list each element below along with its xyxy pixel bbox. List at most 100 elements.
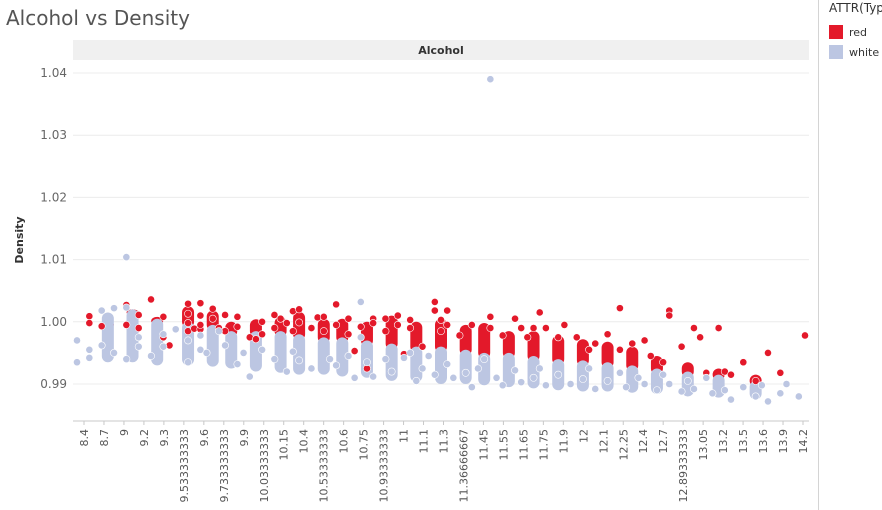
- white-point: [344, 352, 353, 360]
- red-point: [85, 312, 94, 321]
- x-tick-label: 11.9: [557, 429, 570, 454]
- red-point: [406, 324, 415, 332]
- x-tick-label: 9.6: [198, 429, 211, 447]
- red-point: [252, 335, 260, 344]
- white-point: [640, 380, 649, 388]
- red-point: [295, 305, 304, 314]
- x-tick-label: 10.03333333: [258, 429, 271, 502]
- white-point: [690, 385, 698, 393]
- red-point: [696, 333, 705, 342]
- red-point: [332, 300, 341, 309]
- red-point: [486, 324, 495, 332]
- x-tick-label: 9.733333333: [218, 429, 231, 502]
- white-point: [122, 303, 131, 312]
- white-point: [171, 325, 180, 334]
- red-point: [529, 324, 538, 332]
- x-tick-label: 12: [577, 429, 590, 443]
- x-tick-label: 12.4: [637, 429, 650, 454]
- y-tick-label: 1.02: [40, 190, 67, 204]
- white-point: [653, 386, 661, 395]
- red-point: [97, 322, 106, 331]
- red-point: [585, 345, 593, 354]
- red-band: [601, 341, 614, 369]
- white-band: [151, 318, 164, 366]
- white-point: [196, 345, 205, 354]
- red-point: [184, 309, 192, 318]
- red-point: [541, 324, 550, 332]
- scatter-chart: Alcohol 0.99 1.00 1.01 1.02 1.03 1.04 Density…: [13, 40, 810, 502]
- white-band: [274, 331, 287, 373]
- white-point: [776, 389, 785, 398]
- white-point: [307, 364, 316, 373]
- x-tick-label: 10.93333333: [378, 429, 391, 502]
- white-point: [295, 356, 304, 365]
- white-point: [708, 389, 717, 398]
- x-tick-label: 13.2: [717, 429, 730, 454]
- white-point: [764, 397, 772, 406]
- y-tick-label: 1.04: [40, 66, 67, 80]
- red-point: [628, 339, 637, 348]
- white-point: [97, 341, 106, 350]
- white-point: [184, 336, 192, 345]
- white-point: [430, 370, 439, 379]
- white-point: [289, 347, 297, 356]
- legend-swatch-red: [829, 25, 843, 39]
- red-band: [502, 331, 515, 359]
- white-point: [683, 376, 692, 385]
- x-tick-label: 10.6: [338, 429, 351, 454]
- white-point: [677, 387, 686, 396]
- red-point: [659, 358, 668, 367]
- red-point: [134, 311, 143, 319]
- white-point: [406, 348, 415, 357]
- red-band: [435, 318, 447, 353]
- white-point: [782, 380, 791, 388]
- white-point: [282, 367, 291, 376]
- white-point: [134, 333, 143, 342]
- red-point: [523, 333, 532, 342]
- red-point: [430, 297, 439, 306]
- white-point: [480, 355, 489, 364]
- red-point: [332, 321, 341, 329]
- white-point: [443, 360, 452, 368]
- white-point: [400, 353, 408, 362]
- white-point: [239, 348, 248, 357]
- white-point: [794, 392, 803, 401]
- red-point: [646, 352, 655, 360]
- white-point: [350, 373, 359, 382]
- red-point: [319, 327, 328, 336]
- white-point: [363, 358, 371, 367]
- y-axis-ticks: 0.99 1.00 1.01 1.02 1.03 1.04: [40, 66, 67, 391]
- white-point: [467, 383, 476, 392]
- white-band: [527, 356, 540, 389]
- white-point: [757, 381, 766, 390]
- red-point: [418, 342, 427, 351]
- red-point: [295, 318, 304, 327]
- red-point: [437, 316, 445, 324]
- white-point: [73, 336, 81, 345]
- red-band: [552, 335, 565, 366]
- white-point: [233, 360, 242, 368]
- red-point: [319, 312, 328, 321]
- white-point: [474, 364, 482, 373]
- red-point: [196, 311, 205, 320]
- legend-item-red[interactable]: red: [829, 24, 867, 40]
- white-point: [73, 358, 81, 367]
- red-point: [356, 322, 365, 331]
- red-point: [430, 306, 439, 315]
- white-band: [601, 362, 614, 392]
- y-tick-label: 1.03: [40, 128, 67, 142]
- red-point: [369, 319, 378, 327]
- white-point: [122, 253, 131, 262]
- white-point: [110, 348, 118, 357]
- legend-item-white[interactable]: white: [829, 44, 879, 60]
- red-point: [307, 324, 316, 332]
- red-point: [727, 370, 735, 379]
- x-tick-label: 10.75: [358, 429, 371, 461]
- white-point: [541, 381, 550, 390]
- white-point: [270, 355, 279, 364]
- x-tick-label: 10.4: [298, 429, 311, 454]
- red-point: [801, 331, 809, 340]
- white-point: [424, 352, 433, 360]
- red-point: [258, 330, 266, 339]
- red-point: [147, 295, 155, 304]
